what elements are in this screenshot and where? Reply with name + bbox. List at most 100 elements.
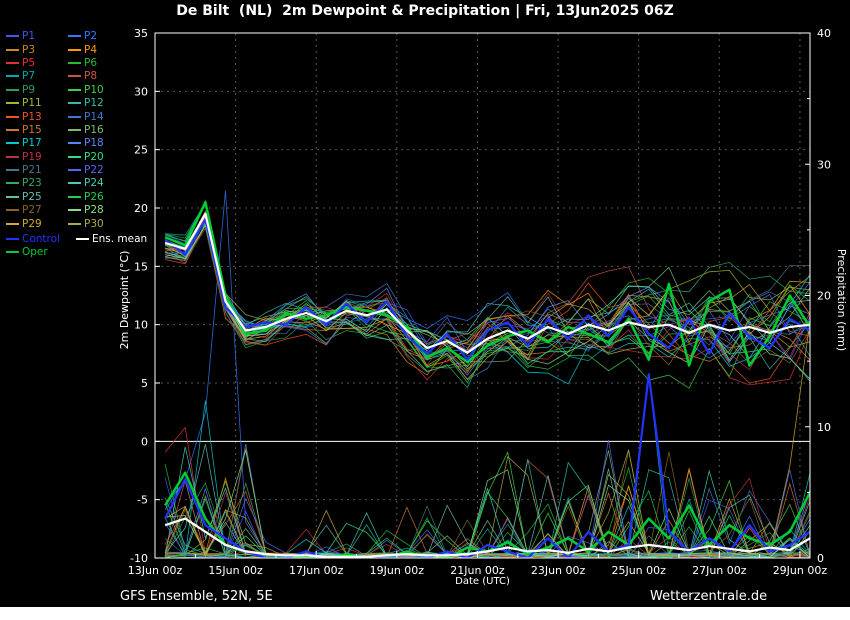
legend-swatch (68, 169, 81, 172)
legend-label: P4 (84, 43, 98, 56)
legend-label: P30 (84, 217, 104, 230)
legend-item-p4: P4 (68, 43, 130, 56)
x-tick-label: 21Jun 00z (450, 564, 505, 577)
legend-item-p21: P21 (6, 164, 68, 176)
legend-item-p8: P8 (68, 70, 130, 82)
legend-swatch (68, 222, 81, 225)
legend-item-p5: P5 (6, 57, 68, 69)
legend-label: Ens. mean (92, 233, 148, 246)
legend-label: P15 (22, 123, 42, 136)
x-tick-label: 17Jun 00z (289, 564, 344, 577)
legend-swatch (68, 142, 81, 145)
legend-label: P3 (22, 43, 36, 56)
legend-label: P17 (22, 137, 42, 150)
ens-mean-dewpoint-line (164, 212, 810, 354)
legend-item-p13: P13 (6, 110, 68, 123)
legend-label: P1 (22, 30, 36, 43)
legend-swatch (6, 35, 19, 38)
legend-label: P23 (22, 177, 42, 190)
legend-label: P22 (84, 164, 104, 177)
legend-swatch (6, 155, 19, 158)
x-tick-label: 27Jun 00z (692, 564, 747, 577)
member-dewpoint-line-p29 (164, 219, 810, 380)
legend-swatch (6, 182, 19, 185)
y-left-axis-title: 2m Dewpoint (°C) (118, 251, 131, 350)
legend-item-p7: P7 (6, 70, 68, 82)
x-tick-label: 19Jun 00z (370, 564, 425, 577)
y-left-tick-label: -10 (130, 552, 148, 565)
legend-item-p12: P12 (68, 97, 130, 109)
footer-branding: Wetterzentrale.de (650, 589, 768, 604)
legend-label: P18 (84, 137, 104, 150)
footer-model-label: GFS Ensemble, 52N, 5E (120, 589, 273, 604)
legend-item-oper: Oper (6, 246, 76, 258)
legend-swatch (68, 128, 81, 131)
legend-item-p25: P25 (6, 191, 68, 203)
legend-item-p20: P20 (68, 151, 130, 163)
legend-item-p22: P22 (68, 164, 130, 176)
legend-swatch (6, 195, 19, 198)
legend-item-p27: P27 (6, 204, 68, 216)
y-right-tick-label: 20 (817, 290, 831, 303)
legend-label: P29 (22, 217, 42, 230)
legend-item-p6: P6 (68, 57, 130, 69)
member-dewpoint-line-p9 (165, 224, 810, 358)
legend-label: Oper (22, 246, 48, 259)
legend-swatch (6, 169, 19, 172)
legend: P1 P2 P3 P4 P5 P6 P7 P8 P9 P10 P11 P12 P13 P14 P15 P16 P… (6, 30, 148, 259)
legend-swatch (6, 61, 19, 64)
member-dewpoint-line-p24 (164, 212, 810, 382)
legend-label: P13 (22, 110, 42, 123)
tick-labels: -10 -5 0 5 10 15 20 25 30 35 0 10 20 30 40 13Jun 00z 15J… (128, 27, 831, 577)
legend-label: P9 (22, 83, 36, 96)
legend-item-p17: P17 (6, 137, 68, 149)
member-dewpoint-line-p23 (164, 202, 810, 389)
legend-swatch (68, 195, 81, 198)
legend-swatch (6, 102, 19, 105)
legend-swatch (68, 182, 81, 185)
legend-item-p14: P14 (68, 110, 130, 123)
legend-label: P12 (84, 97, 104, 110)
legend-item-p1: P1 (6, 30, 68, 42)
legend-label: P27 (22, 204, 42, 217)
legend-label: P25 (22, 190, 42, 203)
legend-item-p23: P23 (6, 177, 68, 189)
y-left-tick-label: 0 (141, 435, 148, 448)
legend-item-p18: P18 (68, 137, 130, 149)
legend-swatch (68, 35, 81, 38)
y-left-tick-label: -5 (137, 494, 148, 507)
y-left-tick-label: 30 (134, 85, 148, 98)
legend-item-p10: P10 (68, 84, 130, 96)
legend-swatch (76, 238, 89, 241)
legend-swatch (68, 209, 81, 212)
legend-item-p30: P30 (68, 217, 130, 230)
x-tick-label: 29Jun 00z (773, 564, 828, 577)
legend-label: P26 (84, 190, 104, 203)
legend-label: P20 (84, 150, 104, 163)
legend-item-p3: P3 (6, 43, 68, 56)
legend-label: P7 (22, 70, 36, 83)
legend-swatch (6, 75, 19, 78)
legend-label: P19 (22, 150, 42, 163)
legend-label: P21 (22, 164, 42, 177)
chart-title: De Bilt (NL) 2m Dewpoint & Precipitation… (176, 3, 674, 19)
x-tick-label: 23Jun 00z (531, 564, 586, 577)
legend-swatch (68, 155, 81, 158)
y-right-axis-title: Precipitation (mm) (835, 249, 848, 351)
member-dewpoint-line-p19 (164, 213, 810, 371)
legend-swatch (6, 238, 19, 241)
member-dewpoint-line-p30 (164, 214, 810, 370)
member-dewpoint-line-p28 (165, 224, 810, 380)
legend-label: P2 (84, 30, 98, 43)
legend-label: P5 (22, 56, 36, 69)
main-series (164, 200, 810, 558)
y-right-tick-label: 30 (817, 158, 831, 171)
y-left-tick-label: 20 (134, 202, 148, 215)
ens-mean-precip-line (164, 517, 810, 558)
legend-item-p15: P15 (6, 124, 68, 136)
x-tick-label: 15Jun 00z (208, 564, 263, 577)
legend-item-p29: P29 (6, 217, 68, 230)
axis-ticks (154, 32, 810, 559)
legend-swatch (6, 251, 19, 254)
